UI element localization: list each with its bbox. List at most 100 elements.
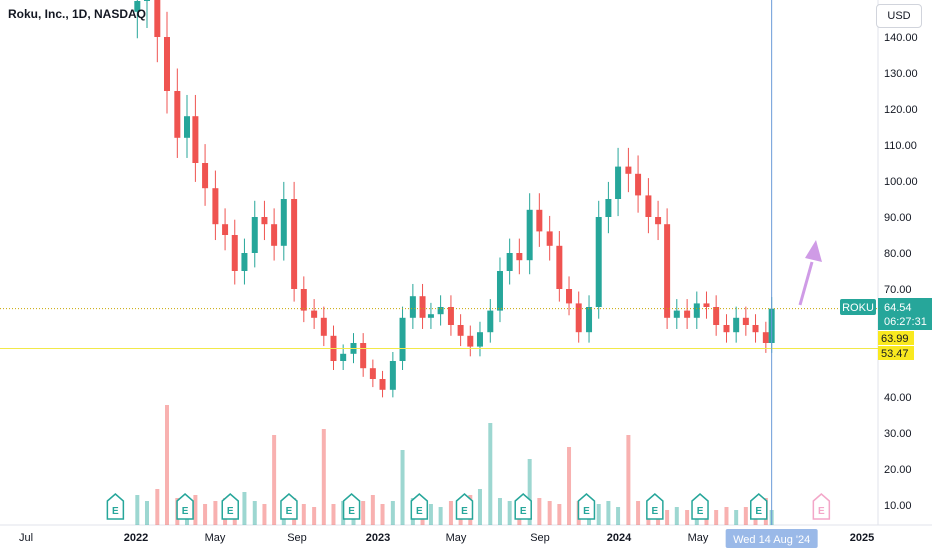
candle-body <box>586 307 593 333</box>
earnings-marker[interactable]: E <box>750 493 768 520</box>
price-tick-label: 120.00 <box>884 104 918 116</box>
candle-body <box>427 314 434 318</box>
time-axis-label: May <box>205 532 226 544</box>
forecast-arrow-head <box>805 240 822 262</box>
earnings-marker[interactable]: E <box>646 493 664 520</box>
candle-body <box>340 353 347 361</box>
earnings-marker[interactable]: E <box>410 493 429 520</box>
price-tick-label: 130.00 <box>884 68 918 80</box>
earnings-marker[interactable]: E <box>577 493 596 520</box>
volume-bar <box>606 501 611 525</box>
candle-body <box>437 307 444 315</box>
candle-body <box>280 199 287 246</box>
price-tick-label: 30.00 <box>884 428 912 440</box>
candle-body <box>673 310 680 318</box>
earnings-marker[interactable]: E <box>691 493 709 520</box>
earnings-marker[interactable]: E <box>342 493 361 520</box>
candle-body <box>261 217 268 225</box>
candle-body <box>752 325 759 333</box>
candle-body <box>496 271 503 311</box>
currency-button[interactable]: USD <box>876 4 922 28</box>
earnings-marker[interactable]: E <box>812 493 831 520</box>
level2-label-bg <box>878 346 914 360</box>
candle-body <box>311 310 318 318</box>
volume-bar <box>724 507 729 525</box>
volume-bar <box>734 510 739 525</box>
svg-text:E: E <box>652 506 659 517</box>
price-tick-label: 140.00 <box>884 32 918 44</box>
candle-body <box>467 335 474 347</box>
time-axis-label: May <box>688 532 709 544</box>
volume-bar <box>616 507 621 525</box>
volume-bar <box>390 501 395 525</box>
candle-body <box>635 173 642 196</box>
volume-bar <box>665 510 670 525</box>
time-axis-label: 2023 <box>366 532 390 544</box>
svg-text:E: E <box>227 506 234 517</box>
candle-body <box>222 224 229 235</box>
earnings-marker[interactable]: E <box>455 493 474 520</box>
volume-bar <box>743 507 748 525</box>
candle-body <box>419 296 426 318</box>
candle-body <box>742 317 749 325</box>
volume-bar <box>596 504 601 525</box>
earnings-marker[interactable]: E <box>514 493 532 520</box>
svg-text:E: E <box>583 506 590 517</box>
volume-bar <box>331 504 336 525</box>
price-tick-label: 40.00 <box>884 392 912 404</box>
volume-bar <box>203 504 208 525</box>
crosshair-date-label: Wed 14 Aug '24 <box>733 534 810 546</box>
candle-body <box>615 166 622 199</box>
candle-body <box>184 116 191 138</box>
candle-body <box>457 325 464 336</box>
forecast-arrow-shaft <box>798 261 814 306</box>
earnings-marker[interactable]: E <box>106 493 125 520</box>
candle-body <box>645 195 652 217</box>
volume-bar <box>193 495 198 525</box>
candle-body <box>723 325 730 333</box>
price-tick-label: 70.00 <box>884 284 912 296</box>
time-axis-label: May <box>446 532 467 544</box>
candle-body <box>516 253 523 261</box>
candle-body <box>360 343 367 369</box>
volume-bar <box>497 498 502 525</box>
candle-body <box>202 163 209 189</box>
svg-text:E: E <box>348 506 355 517</box>
earnings-marker[interactable]: E <box>280 493 298 520</box>
earnings-marker[interactable]: E <box>176 493 194 520</box>
candle-body <box>369 368 376 379</box>
svg-text:E: E <box>461 506 468 517</box>
candle-body <box>684 310 691 318</box>
candle-body <box>546 231 553 246</box>
candle-body <box>605 199 612 217</box>
volume-bar <box>164 405 169 525</box>
candle-body <box>447 307 454 325</box>
candle-body <box>526 209 533 261</box>
volume-bar <box>488 423 493 525</box>
candle-body <box>320 317 327 336</box>
candle-body <box>174 91 181 138</box>
symbol-label: ROKU <box>842 302 874 314</box>
volume-bar <box>213 501 218 525</box>
svg-text:E: E <box>416 506 423 517</box>
volume-bar <box>626 435 631 525</box>
volume-bar <box>547 501 552 525</box>
candle-body <box>271 224 278 246</box>
candle-body <box>595 217 602 307</box>
svg-text:E: E <box>286 506 293 517</box>
price-tick-label: 20.00 <box>884 464 912 476</box>
earnings-marker[interactable]: E <box>221 493 239 520</box>
candle-body <box>566 289 573 304</box>
svg-text:E: E <box>697 506 704 517</box>
time-axis-label: Sep <box>530 532 550 544</box>
time-axis-label: 2025 <box>850 532 874 544</box>
svg-text:E: E <box>520 506 527 517</box>
volume-bar <box>144 501 149 525</box>
last-price-label: 64.54 <box>884 302 912 314</box>
time-axis-label: Jul <box>19 532 33 544</box>
candle-body <box>487 310 494 333</box>
candle-body <box>664 224 671 318</box>
candle-body <box>300 289 307 311</box>
